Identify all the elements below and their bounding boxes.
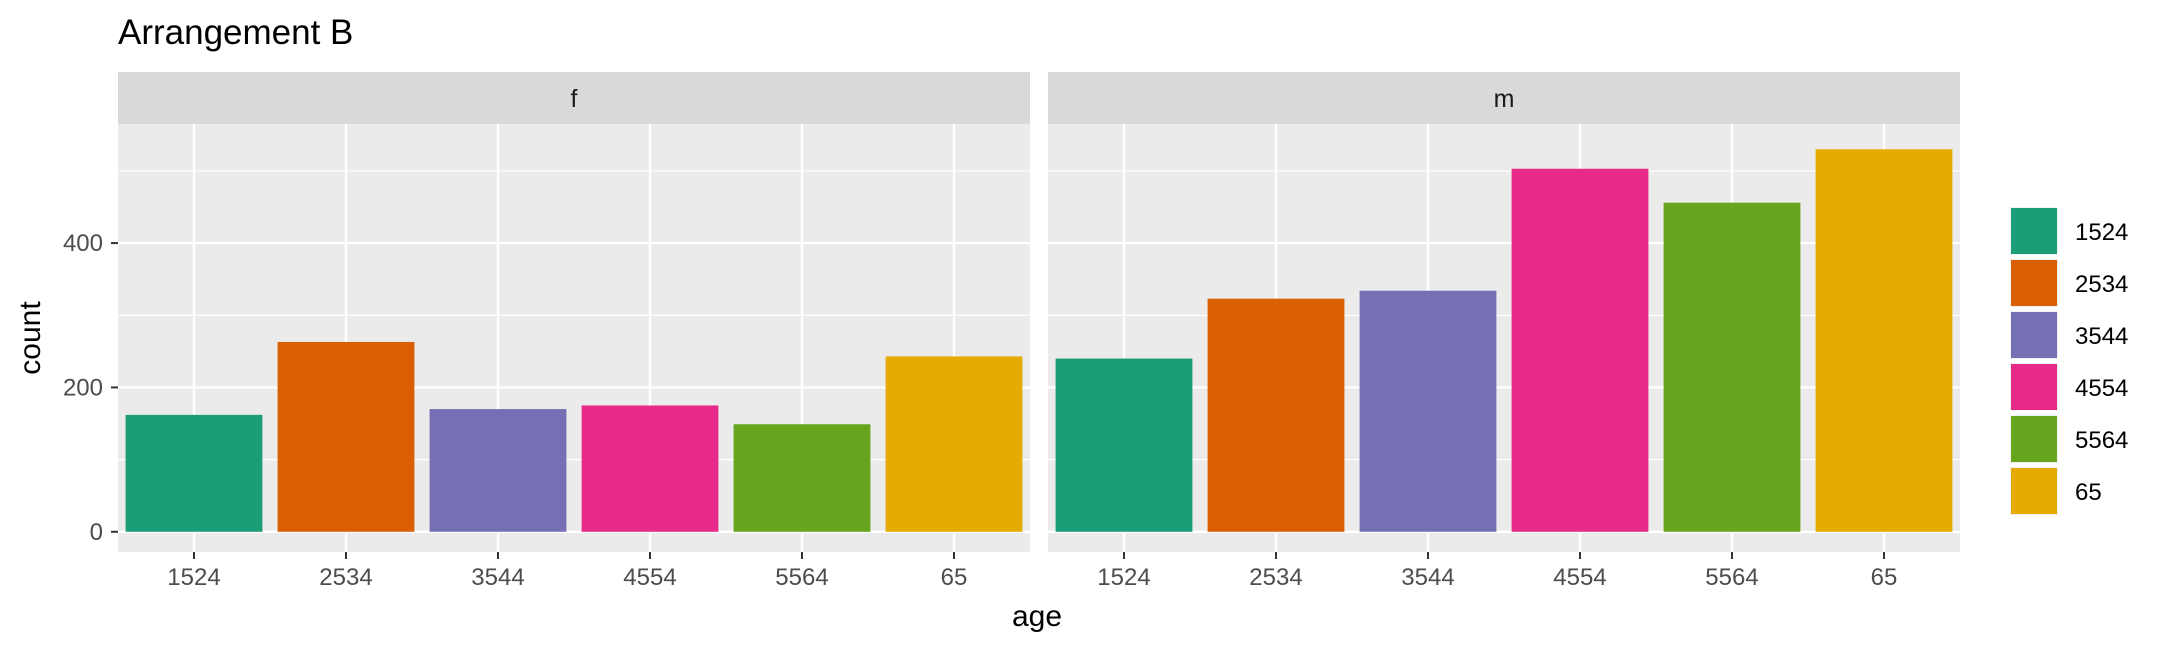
legend-key-2534 bbox=[2011, 260, 2057, 306]
panel-background bbox=[118, 124, 1030, 552]
legend-key-5564 bbox=[2011, 416, 2057, 462]
legend: 1524 2534 3544 4554 5564 65 bbox=[2010, 207, 2128, 515]
legend-label: 65 bbox=[2075, 479, 2102, 506]
x-tick-label: 1524 bbox=[1097, 564, 1150, 591]
legend-label: 4554 bbox=[2075, 375, 2128, 402]
facet-strip-label: m bbox=[1494, 85, 1515, 113]
x-tick-label: 5564 bbox=[775, 564, 828, 591]
x-tick-label: 1524 bbox=[167, 564, 220, 591]
bar-f-3544 bbox=[429, 409, 567, 532]
y-tick-label: 200 bbox=[63, 374, 103, 401]
panel-background bbox=[1048, 124, 1960, 552]
bar-f-65 bbox=[885, 356, 1023, 532]
legend-label: 3544 bbox=[2075, 323, 2128, 350]
x-tick-label: 4554 bbox=[623, 564, 676, 591]
legend-label: 2534 bbox=[2075, 271, 2128, 298]
x-axis-title: age bbox=[1012, 600, 1062, 633]
bar-f-5564 bbox=[733, 424, 871, 532]
chart-title: Arrangement B bbox=[118, 13, 353, 52]
facet-strip-label: f bbox=[571, 85, 578, 113]
x-tick-label: 3544 bbox=[471, 564, 524, 591]
bar-f-2534 bbox=[277, 341, 415, 532]
bar-m-65 bbox=[1815, 149, 1953, 532]
legend-key-4554 bbox=[2011, 364, 2057, 410]
x-tick-label: 65 bbox=[1871, 564, 1898, 591]
legend-key-3544 bbox=[2011, 312, 2057, 358]
x-tick-label: 2534 bbox=[319, 564, 372, 591]
facet-panel-m: m 1524 2534 3544 4554 5564 65 bbox=[1048, 72, 1960, 591]
bar-m-3544 bbox=[1359, 290, 1497, 532]
legend-key-1524 bbox=[2011, 208, 2057, 254]
y-tick-label: 400 bbox=[63, 230, 103, 257]
y-axis-title: count bbox=[14, 301, 47, 375]
bar-m-5564 bbox=[1663, 202, 1801, 532]
bar-m-1524 bbox=[1055, 358, 1193, 532]
legend-label: 5564 bbox=[2075, 427, 2128, 454]
x-tick-label: 3544 bbox=[1401, 564, 1454, 591]
legend-label: 1524 bbox=[2075, 219, 2128, 246]
bar-m-2534 bbox=[1207, 298, 1345, 532]
x-tick-label: 65 bbox=[941, 564, 968, 591]
legend-key-65 bbox=[2011, 468, 2057, 514]
x-tick-label: 5564 bbox=[1705, 564, 1758, 591]
facet-strip bbox=[1048, 72, 1960, 124]
bar-f-4554 bbox=[581, 405, 719, 532]
x-tick-label: 2534 bbox=[1249, 564, 1302, 591]
y-tick-label: 0 bbox=[90, 519, 103, 546]
facet-strip bbox=[118, 72, 1030, 124]
bar-m-4554 bbox=[1511, 168, 1649, 532]
facet-panel-f: f 1524 2534 3544 4554 5564 65 bbox=[118, 72, 1030, 591]
x-tick-label: 4554 bbox=[1553, 564, 1606, 591]
bar-f-1524 bbox=[125, 414, 263, 532]
